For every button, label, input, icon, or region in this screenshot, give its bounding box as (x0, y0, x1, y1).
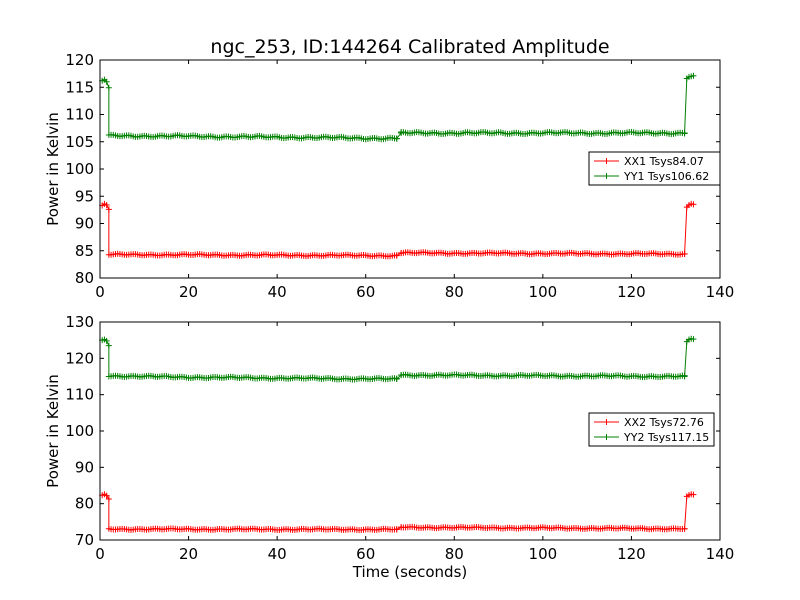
y-tick-label: 90 (75, 215, 94, 233)
x-tick-label: 120 (617, 283, 646, 301)
series-markers (99, 335, 697, 383)
top-panel: 0 20 40 60 80 100 120 140 80 85 90 95 100 105 110 115 12… (44, 51, 734, 301)
x-tick-label: 60 (356, 283, 375, 301)
y-tick-label: 95 (75, 187, 94, 205)
data-point (105, 206, 112, 213)
series-markers (99, 72, 697, 143)
data-point (690, 491, 697, 498)
legend-marker (603, 173, 610, 179)
legend-marker (603, 158, 610, 164)
series-xx2 (99, 491, 697, 534)
data-point (681, 251, 688, 258)
bottom-panel: 0 20 40 60 80 100 120 140 70 80 90 100 110 120 130 Powe… (44, 313, 734, 563)
x-tick-label: 80 (445, 545, 464, 563)
y-tick-label: 85 (75, 242, 94, 260)
y-tick-label: 110 (65, 106, 94, 124)
y-tick-label: 100 (65, 422, 94, 440)
y-tick-label: 120 (65, 51, 94, 69)
legend-box (588, 412, 715, 447)
x-tick-label: 80 (445, 283, 464, 301)
x-tick-label: 20 (179, 545, 198, 563)
legend-label: XX1 Tsys84.07 (624, 155, 704, 168)
y-tick-label: 110 (65, 386, 94, 404)
figure-title: ngc_253, ID:144264 Calibrated Amplitude (210, 36, 609, 58)
data-point (105, 495, 112, 502)
data-point (393, 252, 400, 259)
data-point (681, 525, 688, 532)
series-markers (99, 200, 697, 260)
data-point (105, 342, 112, 349)
x-tick-label: 0 (95, 283, 105, 301)
legend-label: XX2 Tsys72.76 (624, 416, 704, 429)
data-point (393, 376, 400, 383)
data-point (103, 492, 110, 499)
x-tick-label: 0 (95, 545, 105, 563)
y-axis-label: Power in Kelvin (44, 374, 62, 488)
legend-marker (603, 419, 610, 425)
series-yy1 (99, 72, 697, 143)
x-axis-label: Time (seconds) (352, 563, 468, 581)
data-point (105, 84, 112, 91)
x-tick-label: 100 (529, 545, 558, 563)
x-tick-label: 40 (268, 545, 287, 563)
data-point (103, 78, 110, 85)
data-point (681, 130, 688, 137)
data-point (393, 135, 400, 142)
data-point (690, 201, 697, 208)
data-point (103, 337, 110, 344)
y-tick-label: 70 (75, 531, 94, 549)
y-tick-label: 130 (65, 313, 94, 331)
data-point (103, 201, 110, 208)
series-xx1 (99, 200, 697, 260)
legend-label: YY1 Tsys106.62 (623, 170, 709, 183)
y-tick-label: 120 (65, 349, 94, 367)
x-tick-label: 60 (356, 545, 375, 563)
x-tick-label: 140 (706, 283, 735, 301)
data-point (690, 336, 697, 343)
legend-box (588, 151, 721, 186)
y-tick-label: 80 (75, 495, 94, 513)
legend: XX2 Tsys72.76 YY2 Tsys117.15 (588, 412, 715, 447)
y-tick-label: 115 (65, 78, 94, 96)
legend-marker (603, 434, 610, 440)
series-markers (99, 491, 697, 534)
series-yy2 (99, 335, 697, 383)
y-tick-label: 90 (75, 458, 94, 476)
legend: XX1 Tsys84.07 YY1 Tsys106.62 (588, 151, 721, 186)
x-tick-label: 20 (179, 283, 198, 301)
x-tick-label: 140 (706, 545, 735, 563)
y-tick-label: 100 (65, 160, 94, 178)
legend-label: YY2 Tsys117.15 (623, 431, 709, 444)
y-tick-label: 105 (65, 133, 94, 151)
data-point (393, 526, 400, 533)
x-tick-label: 120 (617, 545, 646, 563)
x-tick-label: 40 (268, 283, 287, 301)
y-tick-label: 80 (75, 269, 94, 287)
x-tick-label: 100 (529, 283, 558, 301)
data-point (681, 373, 688, 380)
data-point (690, 72, 697, 79)
y-axis-label: Power in Kelvin (44, 112, 62, 226)
